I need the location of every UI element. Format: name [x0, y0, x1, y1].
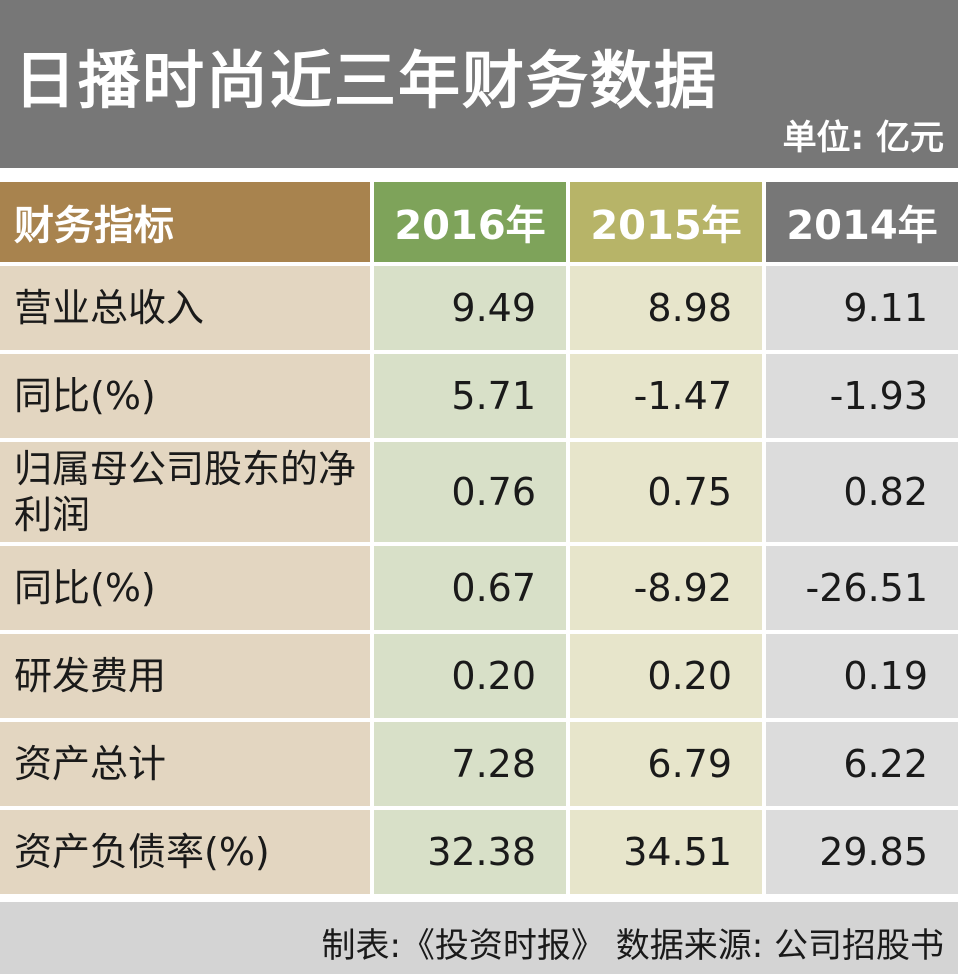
value-2014: 0.19 [766, 634, 958, 718]
value-2014: 9.11 [766, 266, 958, 350]
column-header-metric: 财务指标 [0, 182, 370, 262]
row-label: 同比(%) [0, 546, 370, 630]
value-2016: 32.38 [374, 810, 566, 894]
value-2015: 34.51 [570, 810, 762, 894]
value-2015: -1.47 [570, 354, 762, 438]
column-header-2015: 2015年 [570, 182, 762, 262]
value-2016: 0.20 [374, 634, 566, 718]
table-row: 资产负债率(%) 32.38 34.51 29.85 [0, 810, 958, 894]
table-row: 归属母公司股东的净利润 0.76 0.75 0.82 [0, 442, 958, 542]
row-label: 营业总收入 [0, 266, 370, 350]
row-label: 资产总计 [0, 722, 370, 806]
row-label-cell: 归属母公司股东的净利润 [0, 442, 370, 542]
financial-table: 财务指标 2016年 2015年 2014年 营业总收入 9.49 8.98 9… [0, 182, 958, 894]
value-2015: -8.92 [570, 546, 762, 630]
source-text: 制表:《投资时报》 数据来源: 公司招股书 [321, 926, 944, 966]
column-header-2014: 2014年 [766, 182, 958, 262]
value-2014: -1.93 [766, 354, 958, 438]
table-header-row: 财务指标 2016年 2015年 2014年 [0, 182, 958, 262]
column-header-2016: 2016年 [374, 182, 566, 262]
source-footer: 制表:《投资时报》 数据来源: 公司招股书 [0, 902, 958, 974]
row-label: 同比(%) [0, 354, 370, 438]
row-label: 资产负债率(%) [0, 810, 370, 894]
value-2015: 6.79 [570, 722, 762, 806]
value-2014: 29.85 [766, 810, 958, 894]
table-row: 同比(%) 0.67 -8.92 -26.51 [0, 546, 958, 630]
value-2016: 0.67 [374, 546, 566, 630]
value-2016: 9.49 [374, 266, 566, 350]
row-label: 归属母公司股东的净利润 [14, 447, 357, 537]
page-title: 日播时尚近三年财务数据 [14, 44, 719, 117]
value-2015: 8.98 [570, 266, 762, 350]
value-2016: 7.28 [374, 722, 566, 806]
value-2016: 0.76 [374, 442, 566, 542]
title-band: 日播时尚近三年财务数据 单位: 亿元 [0, 0, 958, 168]
value-2014: 0.82 [766, 442, 958, 542]
value-2014: -26.51 [766, 546, 958, 630]
table-row: 同比(%) 5.71 -1.47 -1.93 [0, 354, 958, 438]
value-2015: 0.75 [570, 442, 762, 542]
table-row: 研发费用 0.20 0.20 0.19 [0, 634, 958, 718]
value-2014: 6.22 [766, 722, 958, 806]
value-2016: 5.71 [374, 354, 566, 438]
table-row: 资产总计 7.28 6.79 6.22 [0, 722, 958, 806]
table-row: 营业总收入 9.49 8.98 9.11 [0, 266, 958, 350]
value-2015: 0.20 [570, 634, 762, 718]
row-label: 研发费用 [0, 634, 370, 718]
unit-label: 单位: 亿元 [782, 118, 944, 158]
